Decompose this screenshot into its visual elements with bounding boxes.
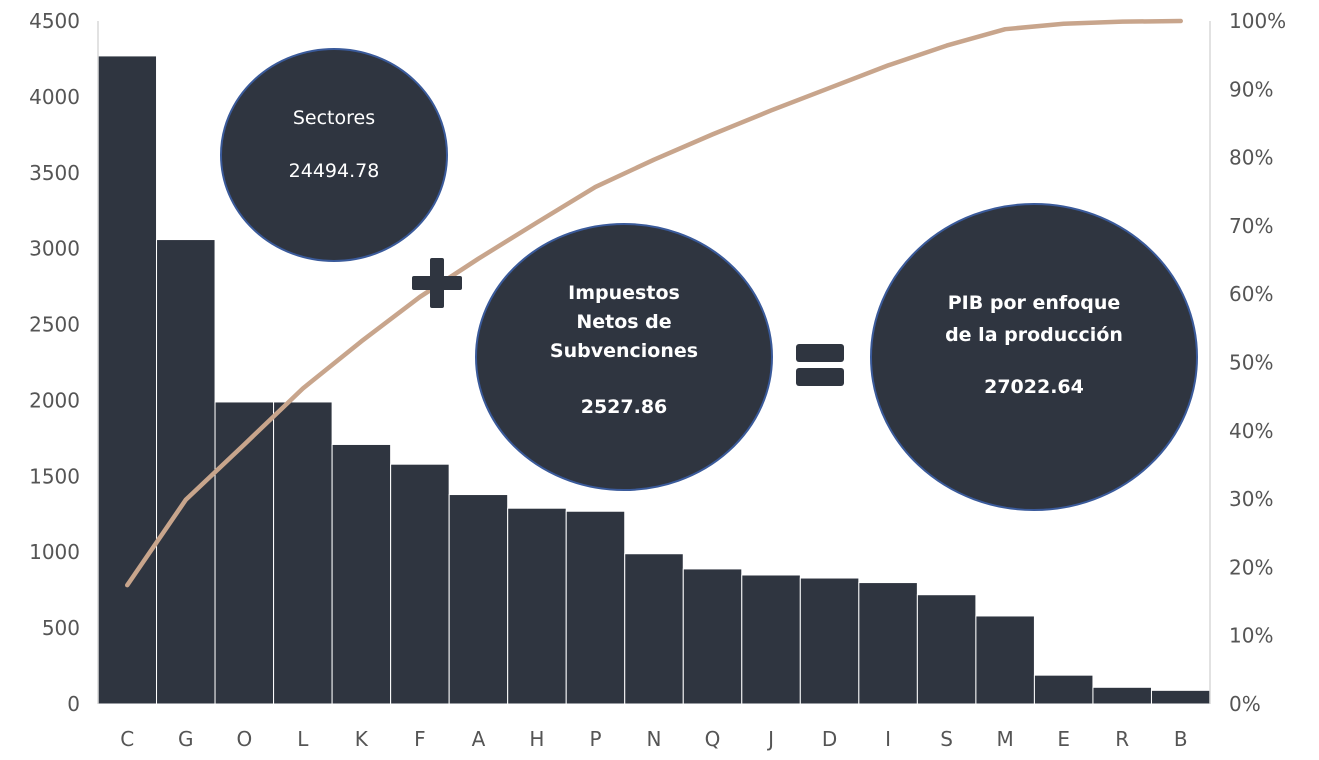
gdp-label-line-1: PIB por enfoque (948, 292, 1120, 314)
x-tick-label-G: G (178, 727, 194, 751)
y2-tick-label: 40% (1229, 419, 1273, 443)
y2-tick-label: 70% (1229, 214, 1273, 238)
x-tick-label-Q: Q (705, 727, 721, 751)
x-tick-label-K: K (355, 727, 369, 751)
taxes-bubble (475, 223, 773, 491)
y2-tick-label: 20% (1229, 555, 1273, 579)
x-tick-label-A: A (472, 727, 486, 751)
x-tick-label-L: L (297, 727, 309, 751)
y-tick-label: 1000 (29, 540, 80, 564)
bar-Q (682, 568, 743, 705)
gdp-bubble (870, 203, 1198, 511)
bar-D (799, 577, 860, 705)
x-tick-label-R: R (1115, 727, 1129, 751)
bar-N (624, 553, 684, 705)
bar-H (507, 507, 567, 705)
bar-P (565, 510, 626, 705)
bar-J (741, 574, 801, 705)
taxes-label-line-1: Impuestos (568, 282, 680, 304)
bar-K (331, 443, 392, 705)
y-tick-label: 0 (67, 692, 80, 716)
y-tick-label: 3500 (29, 161, 80, 185)
bar-R (1092, 686, 1152, 705)
x-tick-label-N: N (647, 727, 662, 751)
y-tick-label: 2500 (29, 313, 80, 337)
taxes-value: 2527.86 (581, 396, 668, 418)
y-tick-label: 2000 (29, 388, 80, 412)
sectors-value: 24494.78 (289, 160, 380, 182)
y2-tick-label: 30% (1229, 487, 1273, 511)
taxes-label-line-2: Netos de (576, 311, 671, 333)
sectors-bubble (220, 48, 448, 262)
x-tick-label-J: J (766, 727, 774, 751)
annotation-overlay: Sectores 24494.78 Impuestos Netos de Sub… (220, 48, 1198, 511)
x-tick-label-P: P (589, 727, 601, 751)
y2-tick-label: 0% (1229, 692, 1261, 716)
bar-E (1033, 674, 1094, 705)
gdp-label-line-2: de la producción (945, 324, 1123, 346)
y2-tick-label: 100% (1229, 9, 1286, 33)
bar-M (975, 615, 1035, 705)
taxes-label-line-3: Subvenciones (550, 340, 698, 362)
y2-tick-label: 60% (1229, 282, 1273, 306)
sectors-label: Sectores (293, 107, 375, 129)
y-tick-label: 4500 (29, 9, 80, 33)
y-tick-label: 3000 (29, 237, 80, 261)
bar-C (97, 55, 158, 705)
bar-I (858, 582, 918, 705)
y-tick-label: 1500 (29, 464, 80, 488)
plus-icon (412, 258, 462, 308)
bar-L (273, 401, 333, 705)
y-axis-right: 0% 10% 20% 30% 40% 50% 60% 70% 80% 90% 100% (1209, 9, 1286, 716)
x-tick-label-I: I (885, 727, 891, 751)
y2-tick-label: 90% (1229, 77, 1273, 101)
bar-F (390, 463, 450, 705)
y-tick-label: 500 (42, 616, 80, 640)
bar-G (156, 239, 216, 705)
cumulative-percent-line (125, 18, 1183, 588)
bar-A (448, 494, 509, 705)
y2-tick-label: 50% (1229, 351, 1273, 375)
cumulative-line-group (125, 18, 1183, 588)
x-tick-label-D: D (822, 727, 837, 751)
x-tick-label-O: O (236, 727, 252, 751)
y-axis-left: 0 500 1000 1500 2000 2500 3000 3500 4000 4500 (29, 9, 99, 716)
bar-O (214, 401, 275, 705)
x-tick-label-S: S (940, 727, 953, 751)
x-tick-label-M: M (997, 727, 1014, 751)
x-tick-label-E: E (1057, 727, 1070, 751)
bars-group (97, 55, 1211, 705)
y2-tick-label: 10% (1229, 624, 1273, 648)
gdp-value: 27022.64 (984, 376, 1084, 398)
x-tick-label-H: H (529, 727, 544, 751)
x-tick-label-C: C (120, 727, 134, 751)
bar-S (916, 594, 977, 705)
equals-icon (796, 344, 844, 386)
y2-tick-label: 80% (1229, 146, 1273, 170)
bar-B (1150, 689, 1211, 705)
y-tick-label: 4000 (29, 85, 80, 109)
x-tick-label-B: B (1174, 727, 1188, 751)
x-tick-label-F: F (414, 727, 426, 751)
